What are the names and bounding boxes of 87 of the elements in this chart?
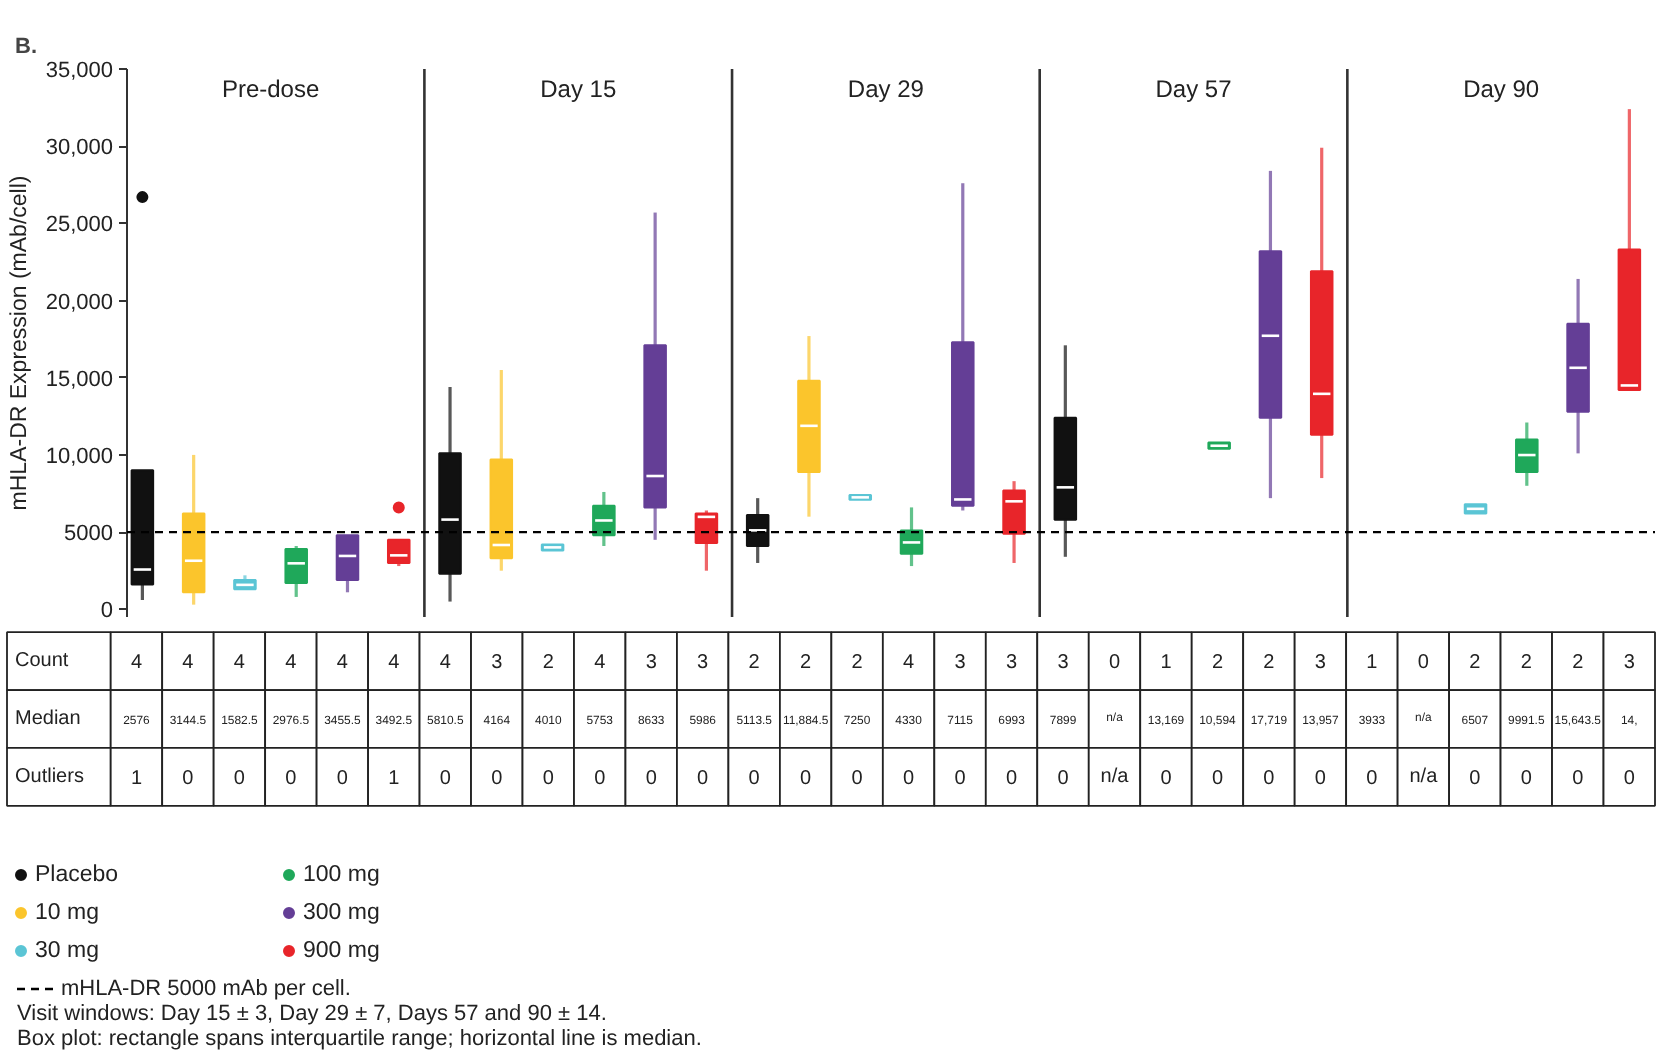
data-label: 1	[388, 767, 401, 790]
data-label: 2	[542, 652, 555, 675]
legend-label: 100 mg	[303, 863, 380, 887]
data-label: 2	[1520, 652, 1533, 675]
data-label: 0	[1057, 767, 1070, 790]
legend-label: mHLA-DR 5000 mAb per cell.	[61, 977, 351, 1001]
text: Visit windows: Day 15 ± 3, Day 29 ± 7, Days 57 and 90 ± 14.	[17, 1002, 607, 1026]
data-label: 2	[1263, 652, 1276, 675]
data-label: 0	[903, 767, 916, 790]
data-label: 0	[697, 767, 710, 790]
data-label: 0	[1211, 767, 1224, 790]
data-label: 4	[439, 652, 452, 675]
text: n/a	[1409, 765, 1438, 788]
data-label: 4	[388, 652, 401, 675]
data-label: 0	[1005, 767, 1018, 790]
data-label: 3	[1314, 652, 1327, 675]
data-label: 4	[903, 652, 916, 675]
y-tick-label: 15,000	[45, 367, 114, 392]
data-label: 0	[1366, 767, 1379, 790]
y-tick-label: 25,000	[45, 213, 114, 238]
legend-label: 30 mg	[35, 939, 99, 963]
data-label: 0	[336, 767, 349, 790]
x-tick-label: Day 15	[540, 75, 617, 103]
data-label: 3	[645, 652, 658, 675]
data-label: 2	[800, 652, 813, 675]
data-label: 4	[233, 652, 246, 675]
data-label: 0	[1623, 767, 1636, 790]
data-label: 0	[1417, 652, 1430, 675]
data-label: 0	[1263, 767, 1276, 790]
data-label: 2	[1211, 652, 1224, 675]
text: n/a	[1100, 765, 1129, 788]
data-label: 0	[285, 767, 298, 790]
text: Box plot: rectangle spans interquartile range; horizontal line is median.	[17, 1027, 702, 1051]
x-tick-label: Day 57	[1155, 75, 1233, 103]
data-label: 2	[1469, 652, 1482, 675]
y-tick-label: Outliers	[15, 765, 84, 788]
y-tick-label: 35,000	[45, 59, 114, 83]
data-label: 0	[954, 767, 967, 790]
chart-title: B.	[15, 35, 37, 59]
y-axis-title: mHLA-DR Expression (mAb/cell)	[7, 175, 32, 511]
data-label: 0	[182, 767, 195, 790]
y-tick-label: 5000	[64, 522, 114, 547]
data-label: 4	[285, 652, 298, 675]
y-tick-label: 0	[100, 599, 114, 624]
data-label: 0	[542, 767, 555, 790]
data-label: 0	[1572, 767, 1585, 790]
y-tick-label: Count	[15, 650, 69, 673]
data-label: 4	[594, 652, 607, 675]
data-label: 0	[439, 767, 452, 790]
data-label: 0	[1314, 767, 1327, 790]
data-label: 0	[1469, 767, 1482, 790]
data-label: 0	[1108, 652, 1121, 675]
data-label: 3	[954, 652, 967, 675]
data-label: 1	[1160, 652, 1173, 675]
data-label: 0	[800, 767, 813, 790]
data-label: 0	[851, 767, 864, 790]
legend-label: Placebo	[35, 863, 119, 887]
y-tick-label: Median	[15, 708, 81, 730]
legend-label: 10 mg	[35, 901, 99, 925]
data-label: 3	[491, 652, 504, 675]
data-label: 0	[491, 767, 504, 790]
data-label: 3	[1005, 652, 1018, 675]
data-label: 2	[851, 652, 864, 675]
data-label: 0	[1520, 767, 1533, 790]
y-tick-label: 20,000	[45, 290, 114, 315]
data-label: 4	[336, 652, 349, 675]
x-tick-label: Day 29	[847, 75, 925, 103]
data-label: 2	[1572, 652, 1585, 675]
data-label: 1	[1366, 652, 1379, 675]
x-tick-label: Pre-dose	[221, 75, 320, 103]
data-label: 0	[233, 767, 246, 790]
data-label: 2	[748, 652, 761, 675]
legend-label: 300 mg	[303, 901, 380, 925]
data-label: 0	[594, 767, 607, 790]
data-label: 1	[130, 767, 143, 790]
y-tick-label: 30,000	[45, 136, 114, 161]
data-label: 0	[645, 767, 658, 790]
data-label: 3	[1057, 652, 1070, 675]
data-label: 4	[130, 652, 143, 675]
legend-label: 900 mg	[303, 939, 380, 963]
data-label: 3	[1623, 652, 1636, 675]
data-label: 0	[1160, 767, 1173, 790]
x-tick-label: Day 90	[1463, 75, 1540, 103]
data-label: 4	[182, 652, 195, 675]
data-label: 0	[748, 767, 761, 790]
data-label: 3	[697, 652, 710, 675]
y-tick-label: 10,000	[45, 444, 114, 469]
